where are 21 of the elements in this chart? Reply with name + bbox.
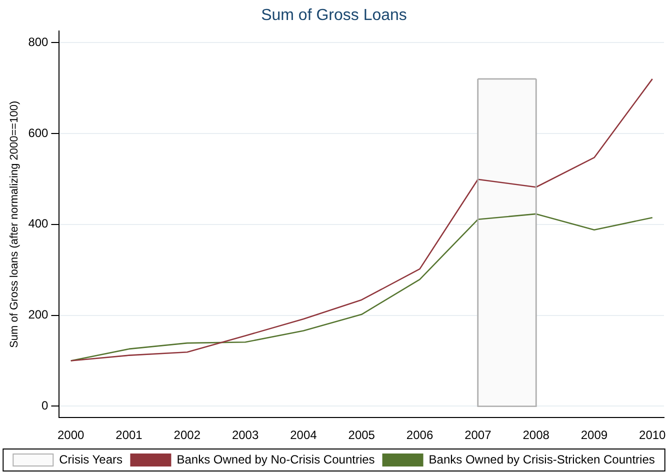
x-tick-label: 2009	[580, 428, 608, 442]
x-tick-label: 2000	[58, 428, 85, 442]
legend-label: Banks Owned by No-Crisis Countries	[176, 452, 375, 466]
legend-label: Crisis Years	[59, 452, 122, 466]
legend-label: Banks Owned by Crisis-Stricken Countries	[428, 452, 655, 466]
y-tick-label: 400	[28, 216, 49, 231]
x-tick-label: 2007	[464, 428, 492, 442]
y-tick-label: 800	[28, 34, 49, 49]
y-tick-label: 0	[42, 398, 49, 413]
y-tick-label: 200	[28, 308, 49, 322]
y-axis-title: Sum of Gross loans (after normalizing 2000==100)	[8, 100, 21, 348]
x-tick-label: 2001	[116, 428, 143, 442]
x-tick-label: 2008	[522, 428, 550, 442]
x-tick-label: 2002	[174, 428, 201, 442]
x-tick-label: 2006	[406, 428, 434, 442]
y-tick-label: 600	[28, 126, 49, 140]
chart-title: Sum of Gross Loans	[261, 7, 407, 24]
x-tick-label: 2004	[290, 428, 318, 442]
x-tick-label: 2005	[348, 428, 376, 442]
x-tick-label: 2003	[232, 428, 259, 442]
x-tick-label: 2010	[639, 428, 666, 442]
